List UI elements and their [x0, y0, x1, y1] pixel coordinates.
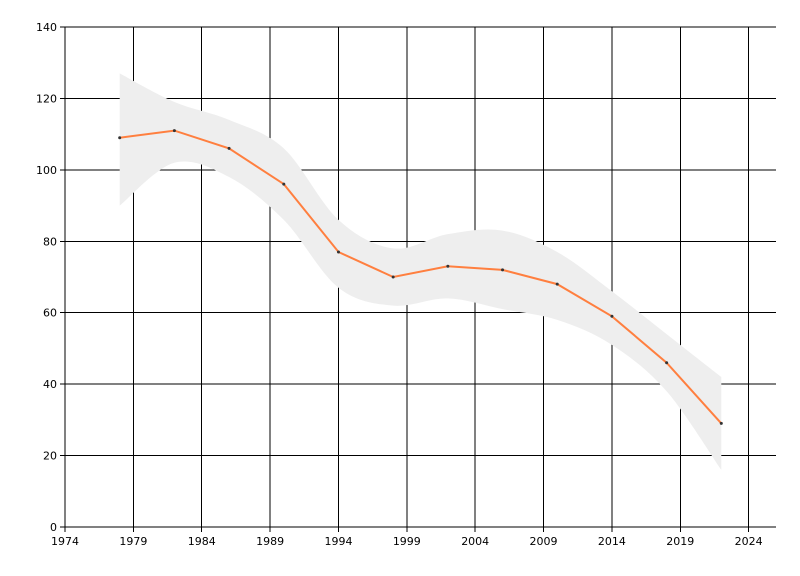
data-point	[555, 282, 559, 286]
x-tick-label: 1994	[324, 535, 352, 548]
y-axis-ticks: 0 20 40 60 80 100 120 140	[36, 21, 65, 534]
data-point	[391, 275, 395, 279]
data-point	[227, 146, 231, 150]
data-point	[719, 421, 723, 425]
y-tick-label: 120	[36, 92, 57, 105]
x-tick-label: 2014	[598, 535, 626, 548]
y-tick-label: 60	[43, 307, 57, 320]
data-point	[336, 250, 340, 254]
series-points	[118, 129, 723, 425]
y-tick-label: 0	[50, 521, 57, 534]
x-axis-ticks: 1974 1979 1984 1989 1994 1999 2004 2009 2014 2019…	[51, 527, 763, 548]
data-point	[610, 314, 614, 318]
x-tick-label: 2019	[666, 535, 694, 548]
x-tick-label: 1989	[256, 535, 284, 548]
data-point	[118, 136, 122, 140]
x-tick-label: 1974	[51, 535, 79, 548]
x-tick-label: 1999	[393, 535, 421, 548]
x-tick-label: 1979	[119, 535, 147, 548]
x-tick-label: 2004	[461, 535, 489, 548]
y-tick-label: 80	[43, 235, 57, 248]
y-tick-label: 100	[36, 164, 57, 177]
series-line	[119, 129, 723, 425]
y-tick-label: 140	[36, 21, 57, 34]
data-point	[665, 361, 669, 365]
data-point	[446, 264, 450, 268]
data-point	[282, 182, 286, 186]
data-point	[501, 268, 505, 272]
x-tick-label: 2024	[735, 535, 763, 548]
x-tick-label: 1984	[188, 535, 216, 548]
axes	[64, 27, 776, 528]
y-tick-label: 40	[43, 378, 57, 391]
y-tick-label: 20	[43, 450, 57, 463]
data-point	[172, 129, 176, 133]
x-tick-label: 2009	[530, 535, 558, 548]
